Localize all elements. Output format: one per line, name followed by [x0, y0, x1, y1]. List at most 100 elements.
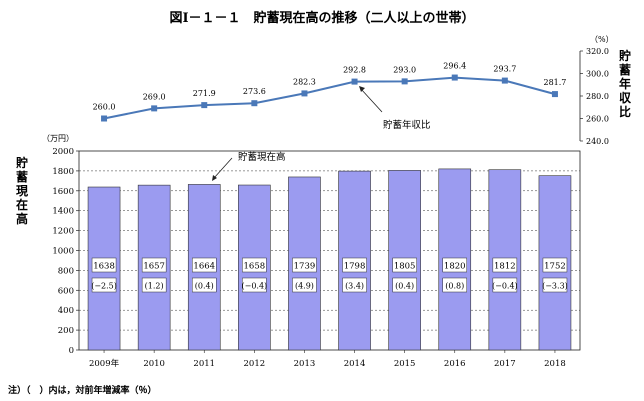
bar-change-box [242, 277, 267, 293]
bar-value-label: 1805 [394, 262, 416, 272]
bar-y-tick-label: 1000 [52, 247, 74, 257]
line-point [301, 90, 308, 97]
bar-change-label: (4.9) [295, 282, 314, 291]
line-y-tick-label: 260.0 [586, 115, 609, 124]
bar-value-label: 1739 [294, 262, 316, 272]
bar-value-label: 1658 [244, 262, 266, 272]
line-right-axis: 240.0 260.0 280.0 300.0 320.0 [579, 47, 609, 146]
line-series [103, 76, 556, 120]
bar-value-box [492, 257, 518, 273]
bar-change-box [141, 277, 167, 293]
bar-value-box [91, 257, 117, 273]
bar-value-label: 1798 [344, 262, 366, 272]
line-point [551, 91, 558, 98]
bar-x-tick-label: 2015 [394, 359, 416, 369]
bar-x-tick-label: 2017 [494, 359, 516, 369]
chart-title: 図Ⅰ－１－１ 貯蓄現在高の推移（二人以上の世帯） [169, 10, 474, 26]
bar-y-tick-label: 1400 [52, 207, 74, 217]
bar-x-tick-label: 2010 [143, 359, 165, 369]
line-point [251, 100, 258, 107]
line-value-label: 269.0 [143, 92, 166, 101]
bar-change-box [542, 277, 568, 293]
line-annotation-label: 貯蓄年収比 [383, 119, 431, 131]
bar-chart: （万円） 貯蓄現在高 0 200 400 600 800 1000 1200 1400 1600… [16, 134, 581, 369]
bar-change-box [91, 277, 117, 293]
line-value-label: 293.0 [393, 65, 416, 74]
bar-value-box [442, 257, 467, 273]
bar-unit-label: （万円） [42, 134, 74, 143]
bar-value-box [392, 257, 417, 273]
bar-change-label: (1.2) [145, 282, 164, 291]
bar-change-box [442, 277, 467, 293]
bar-change-label: (0.4) [195, 282, 214, 291]
line-point [351, 78, 358, 85]
bar-value-label: 1638 [93, 262, 115, 272]
line-point [501, 77, 508, 84]
bar-value-label: 1820 [444, 262, 466, 272]
bar-x-tick-label: 2009年 [89, 358, 120, 369]
line-chart: 260.0 269.0 271.9 273.6 282.3 292.8 293.0 296.4… [93, 35, 632, 146]
bar-change-label: (−0.4) [492, 282, 518, 291]
bar-plot: 0 200 400 600 800 1000 1200 1400 1600 1800 2000 163… [52, 147, 581, 369]
line-value-label: 281.7 [543, 78, 566, 87]
bar-y-tick-label: 600 [58, 286, 74, 296]
line-annotation-arrowhead [359, 86, 365, 92]
line-point [401, 78, 408, 85]
bar-change-label: (−3.3) [542, 282, 568, 291]
bar-y-tick-label: 1800 [52, 167, 74, 177]
line-value-label: 260.0 [93, 103, 116, 112]
line-y-tick-label: 280.0 [586, 92, 609, 101]
bar-value-label: 1812 [494, 262, 516, 272]
bar-y-tick-label: 400 [58, 306, 74, 316]
bar-value-box [292, 257, 317, 273]
line-value-label: 271.9 [193, 89, 216, 98]
bar-annotation: 貯蓄現在高 [212, 151, 286, 181]
bar-value-box [141, 257, 167, 273]
bar-value-box [242, 257, 267, 273]
bar-y-tick-label: 1600 [52, 187, 74, 197]
bar-value-box [192, 257, 217, 273]
line-point [201, 102, 208, 109]
bar-annotation-arrow [213, 157, 233, 179]
bar-axis-title: 貯蓄現在高 [16, 155, 28, 226]
bar-x-tick-label: 2018 [544, 359, 566, 369]
line-point [151, 105, 158, 112]
bar-x-tick-label: 2014 [344, 359, 366, 369]
bar-change-label: (−0.4) [242, 282, 268, 291]
bar-y-tick-label: 0 [69, 346, 74, 356]
bar-value-label: 1752 [544, 262, 566, 272]
bar-y-tick-label: 800 [58, 266, 74, 276]
line-axis-title: 貯蓄年収比 [619, 48, 632, 119]
line-annotation: 貯蓄年収比 [359, 86, 431, 131]
bar-change-box [392, 277, 417, 293]
line-value-label: 293.7 [493, 65, 516, 74]
bar-x-tick-label: 2011 [193, 359, 215, 369]
bar-annotation-arrowhead [212, 175, 217, 181]
bar-x-tick-label: 2016 [444, 359, 466, 369]
line-point [101, 115, 108, 122]
bar-change-box [192, 277, 217, 293]
line-point [451, 74, 458, 81]
bar-y-tick-label: 2000 [52, 147, 74, 157]
bar-value-label: 1664 [193, 262, 215, 272]
bar-change-box [292, 277, 317, 293]
bar-y-tick-label: 1200 [52, 227, 74, 237]
bar-change-label: (−2.5) [91, 282, 117, 291]
bar-y-tick-label: 200 [58, 326, 74, 336]
line-y-tick-label: 320.0 [586, 47, 609, 56]
line-value-label: 282.3 [293, 77, 316, 86]
bar-change-box [342, 277, 367, 293]
bar-value-label: 1657 [143, 262, 165, 272]
line-y-tick-label: 240.0 [586, 137, 609, 146]
bar-change-label: (0.8) [445, 282, 464, 291]
bar-change-label: (0.4) [395, 282, 414, 291]
bar-change-label: (3.4) [345, 282, 364, 291]
bar-value-box [342, 257, 367, 273]
line-annotation-arrow [360, 88, 383, 113]
line-unit-label: （%） [590, 35, 614, 44]
bar-change-box [492, 277, 518, 293]
bar-value-box [542, 257, 568, 273]
line-y-tick-label: 300.0 [586, 70, 609, 79]
line-value-label: 273.6 [243, 87, 266, 96]
